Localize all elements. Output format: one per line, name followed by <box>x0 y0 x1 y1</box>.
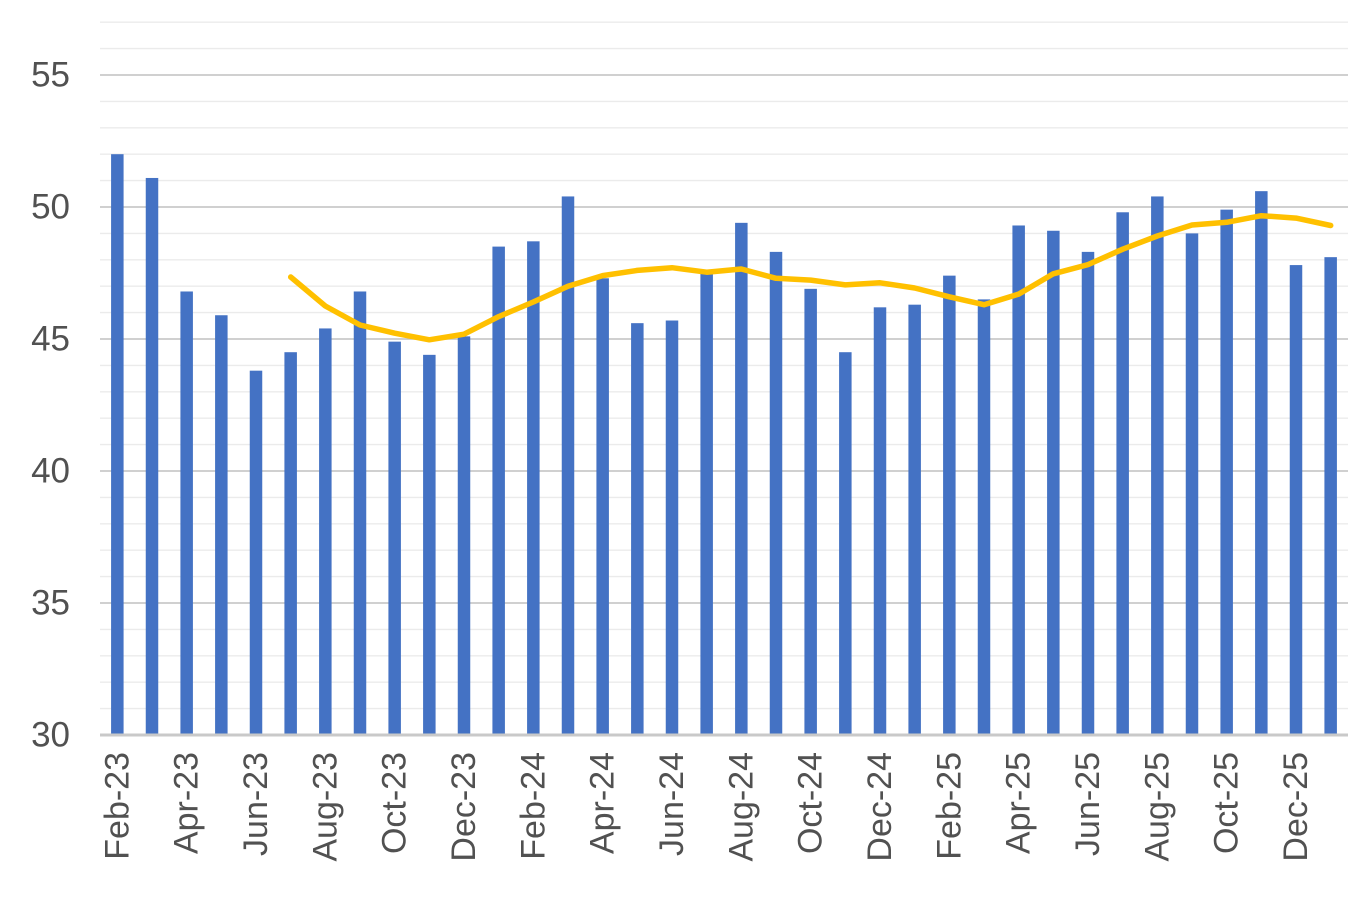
bar-Nov-23 <box>423 354 436 735</box>
x-axis-tick-label: Jun-23 <box>237 752 275 856</box>
bar-Apr-24 <box>596 278 609 735</box>
y-axis-tick-label: 45 <box>31 320 70 359</box>
x-axis-tick-label: Dec-25 <box>1277 752 1315 862</box>
y-axis-tick-label: 50 <box>31 188 70 227</box>
x-axis-tick-label: Feb-23 <box>98 752 136 860</box>
x-axis-tick-label: Dec-24 <box>861 752 899 862</box>
x-axis-tick-label: Feb-24 <box>514 752 552 860</box>
x-axis-tick-label: Dec-23 <box>445 752 483 862</box>
bar-Jun-24 <box>665 320 679 735</box>
bar-Apr-23 <box>180 291 193 735</box>
bar-Jan-24 <box>492 246 505 735</box>
y-axis-tick-label: 35 <box>31 584 70 623</box>
x-axis-tick-label: Aug-23 <box>306 752 344 862</box>
bar-Jul-24 <box>700 273 713 735</box>
x-axis-tick-label: Oct-24 <box>792 752 830 854</box>
bar-Jun-23 <box>249 370 263 735</box>
y-axis-tick-label: 55 <box>31 56 70 95</box>
bar-Dec-24 <box>873 307 887 735</box>
x-axis-tick-label: Apr-24 <box>584 752 622 854</box>
x-axis-tick-label: Jun-25 <box>1069 752 1107 856</box>
moving-average-trendline <box>287 212 1334 343</box>
bar-Sep-23 <box>353 291 367 735</box>
x-axis-tick-label: Apr-23 <box>168 752 206 854</box>
bar-Feb-24 <box>527 241 540 735</box>
bar-Jan-25 <box>908 304 921 735</box>
bar-Oct-25 <box>1220 209 1233 735</box>
bar-Sep-24 <box>769 251 783 735</box>
bar-Jul-23 <box>284 352 297 735</box>
x-axis-tick-label: Feb-25 <box>930 752 968 860</box>
bar-Jun-25 <box>1081 251 1095 735</box>
x-axis-tick-label: Aug-25 <box>1138 752 1176 862</box>
bar-Nov-24 <box>839 352 852 735</box>
bar-Feb-25 <box>943 275 956 735</box>
bar-Aug-24 <box>735 222 748 736</box>
bar-Mar-25 <box>977 299 991 735</box>
bar-Mar-23 <box>145 177 159 735</box>
bar-Apr-25 <box>1012 225 1025 736</box>
y-axis-tick-label: 30 <box>31 716 70 755</box>
bar-Oct-24 <box>804 288 817 735</box>
y-axis-tick-label: 40 <box>31 452 70 491</box>
bar-May-24 <box>631 323 644 735</box>
bar-Aug-25 <box>1151 196 1164 735</box>
x-axis-tick-label: Oct-25 <box>1208 752 1246 854</box>
bar-Feb-23 <box>111 154 124 735</box>
bar-Nov-25 <box>1255 191 1268 735</box>
x-axis-tick-label: Jun-24 <box>653 752 691 856</box>
bar-May-23 <box>215 315 228 735</box>
x-axis-tick-label: Apr-25 <box>1000 752 1038 854</box>
bar-May-25 <box>1047 230 1060 735</box>
x-axis-tick-label: Oct-23 <box>376 752 414 854</box>
bar-Dec-25 <box>1289 265 1303 735</box>
bar-Jan-26 <box>1324 257 1337 735</box>
x-axis-tick-label: Aug-24 <box>722 752 760 862</box>
bar-Mar-24 <box>561 196 575 735</box>
bar-Oct-23 <box>388 341 401 735</box>
bar-Jul-25 <box>1116 212 1129 735</box>
bar-Dec-23 <box>457 336 471 735</box>
bar-Aug-23 <box>319 328 332 735</box>
bar-Sep-25 <box>1185 233 1199 735</box>
